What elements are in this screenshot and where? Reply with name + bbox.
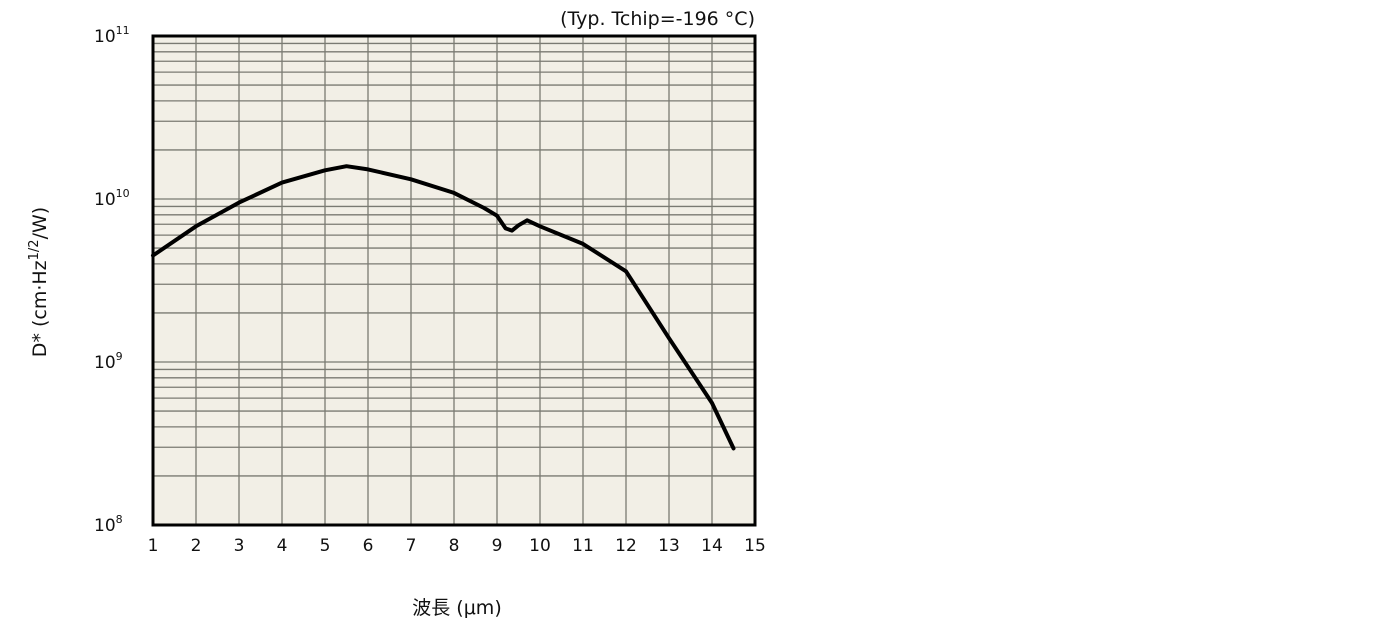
x-tick-label: 15 [744,536,766,556]
x-axis-label: 波長 (μm) [412,597,501,619]
y-axis-label-sup: 1/2 [27,239,42,260]
y-tick-base: 10 [94,353,116,373]
x-tick-label: 5 [320,536,331,556]
y-axis-label-main: D* (cm·Hz [29,260,51,357]
y-tick-exponent: 8 [116,513,123,526]
y-tick-label: 108 [94,513,123,536]
x-tick-label: 8 [449,536,460,556]
x-tick-label: 13 [658,536,680,556]
y-tick-label: 109 [94,350,123,373]
x-tick-label: 2 [191,536,202,556]
x-tick-label: 12 [615,536,637,556]
annotation: (Typ. Tchip=-196 °C) [560,8,755,30]
y-tick-exponent: 9 [116,350,123,363]
x-tick-label: 7 [406,536,417,556]
series-line-dstar [151,164,736,451]
y-tick-label: 1010 [94,187,130,210]
y-tick-base: 10 [94,190,116,210]
x-tick-label: 14 [701,536,723,556]
x-tick-label: 1 [148,536,159,556]
plot-frame [151,34,757,527]
y-axis-label-tail: /W) [29,207,51,240]
y-tick-label: 1011 [94,24,130,47]
x-tick-label: 4 [277,536,288,556]
y-axis-label: D* (cm·Hz1/2/W) [27,207,51,357]
x-tick-label: 3 [234,536,245,556]
x-tick-label: 10 [529,536,551,556]
x-tick-labels: 1 2 3 4 5 6 7 8 9 10 11 12 13 14 15 [148,536,766,556]
y-tick-exponent: 10 [116,187,130,200]
x-tick-label: 6 [363,536,374,556]
y-tick-base: 10 [94,27,116,47]
y-tick-base: 10 [94,516,116,536]
x-tick-label: 11 [572,536,594,556]
y-tick-exponent: 11 [116,24,130,37]
grid-lines [153,36,755,525]
x-tick-label: 9 [492,536,503,556]
